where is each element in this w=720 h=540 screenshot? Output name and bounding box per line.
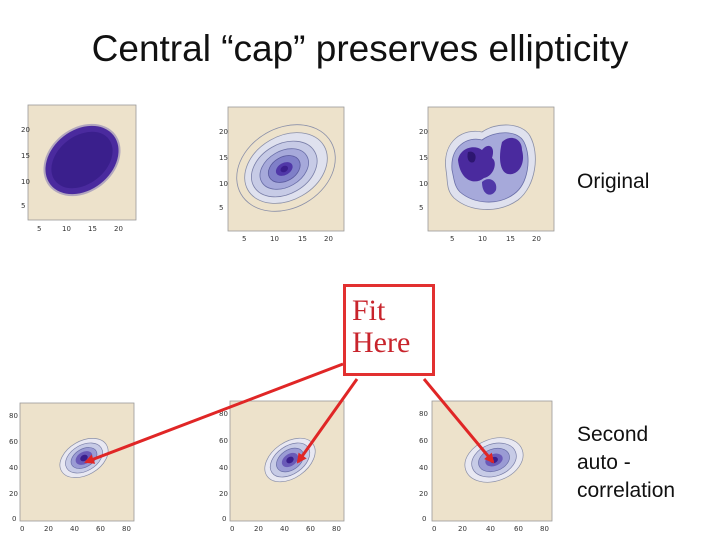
x-tick: 0 bbox=[20, 525, 24, 533]
fit-line: Fit bbox=[352, 294, 386, 327]
slide-title: Central “cap” preserves ellipticity bbox=[91, 28, 629, 69]
y-tick-labels: 20 15 10 5 bbox=[21, 126, 30, 210]
y-tick: 15 bbox=[21, 152, 30, 160]
label-line: Second bbox=[577, 423, 649, 446]
y-tick: 80 bbox=[9, 412, 18, 420]
y-tick: 20 bbox=[219, 128, 228, 136]
y-tick: 5 bbox=[419, 204, 423, 212]
y-tick-labels: 80 60 40 20 0 bbox=[219, 410, 228, 523]
label-line: auto - bbox=[577, 451, 631, 474]
x-tick: 10 bbox=[62, 225, 71, 233]
y-tick: 20 bbox=[21, 126, 30, 134]
x-tick: 60 bbox=[514, 525, 523, 533]
x-tick: 80 bbox=[122, 525, 131, 533]
y-tick: 0 bbox=[422, 515, 426, 523]
y-tick: 40 bbox=[9, 464, 18, 472]
x-tick: 15 bbox=[506, 235, 515, 243]
autocorrelation-map-2: 80 60 40 20 0 0 20 40 60 80 bbox=[219, 400, 345, 533]
x-tick-labels: 5 10 15 20 bbox=[450, 235, 541, 243]
x-tick-labels: 0 20 40 60 80 bbox=[20, 525, 131, 533]
y-tick-labels: 80 60 40 20 0 bbox=[9, 412, 18, 523]
x-tick: 20 bbox=[44, 525, 53, 533]
y-tick: 80 bbox=[219, 410, 228, 418]
x-tick: 80 bbox=[540, 525, 549, 533]
x-tick-labels: 5 10 15 20 bbox=[242, 235, 333, 243]
x-tick: 5 bbox=[450, 235, 454, 243]
y-tick: 40 bbox=[419, 464, 428, 472]
x-tick-labels: 0 20 40 60 80 bbox=[432, 525, 549, 533]
x-tick: 0 bbox=[230, 525, 234, 533]
y-tick-labels: 80 60 40 20 0 bbox=[419, 410, 428, 523]
original-map-3: 20 15 10 5 5 10 15 20 bbox=[419, 106, 555, 243]
x-tick: 20 bbox=[114, 225, 123, 233]
y-tick: 60 bbox=[219, 437, 228, 445]
y-tick: 0 bbox=[222, 515, 226, 523]
x-tick: 60 bbox=[306, 525, 315, 533]
y-tick: 0 bbox=[12, 515, 16, 523]
y-tick-labels: 20 15 10 5 bbox=[219, 128, 228, 212]
y-tick: 10 bbox=[21, 178, 30, 186]
x-tick: 80 bbox=[332, 525, 341, 533]
autocorrelation-map-1: 80 60 40 20 0 0 20 40 60 80 bbox=[9, 402, 135, 533]
y-tick-labels: 20 15 10 5 bbox=[419, 128, 428, 212]
fit-line: Here bbox=[352, 326, 411, 359]
x-tick: 20 bbox=[254, 525, 263, 533]
y-tick: 20 bbox=[419, 490, 428, 498]
original-map-1: 20 15 10 5 5 10 15 20 bbox=[21, 104, 137, 233]
original-map-2: 20 15 10 5 5 10 15 20 bbox=[219, 106, 345, 243]
x-tick: 10 bbox=[270, 235, 279, 243]
y-tick: 60 bbox=[419, 437, 428, 445]
label-line: correlation bbox=[577, 479, 676, 502]
y-tick: 20 bbox=[219, 490, 228, 498]
x-tick-labels: 5 10 15 20 bbox=[37, 225, 123, 233]
x-tick: 20 bbox=[532, 235, 541, 243]
y-tick: 10 bbox=[419, 180, 428, 188]
x-tick: 0 bbox=[432, 525, 436, 533]
x-tick: 5 bbox=[37, 225, 41, 233]
y-tick: 15 bbox=[419, 154, 428, 162]
x-tick: 20 bbox=[458, 525, 467, 533]
y-tick: 5 bbox=[21, 202, 25, 210]
x-tick: 40 bbox=[486, 525, 495, 533]
x-tick: 40 bbox=[70, 525, 79, 533]
x-tick: 15 bbox=[298, 235, 307, 243]
y-tick: 60 bbox=[9, 438, 18, 446]
y-tick: 5 bbox=[219, 204, 223, 212]
autocorrelation-map-3: 80 60 40 20 0 0 20 40 60 80 bbox=[419, 400, 553, 533]
y-tick: 15 bbox=[219, 154, 228, 162]
x-tick: 5 bbox=[242, 235, 246, 243]
y-tick: 20 bbox=[9, 490, 18, 498]
second-autocorrelation-label: Second auto - correlation bbox=[577, 421, 675, 505]
original-label: Original bbox=[577, 170, 650, 193]
x-tick: 10 bbox=[478, 235, 487, 243]
y-tick: 80 bbox=[419, 410, 428, 418]
x-tick: 60 bbox=[96, 525, 105, 533]
y-tick: 10 bbox=[219, 180, 228, 188]
fit-here-box: Fit Here bbox=[343, 284, 435, 376]
x-tick: 20 bbox=[324, 235, 333, 243]
x-tick: 40 bbox=[280, 525, 289, 533]
y-tick: 20 bbox=[419, 128, 428, 136]
x-tick-labels: 0 20 40 60 80 bbox=[230, 525, 341, 533]
x-tick: 15 bbox=[88, 225, 97, 233]
y-tick: 40 bbox=[219, 464, 228, 472]
